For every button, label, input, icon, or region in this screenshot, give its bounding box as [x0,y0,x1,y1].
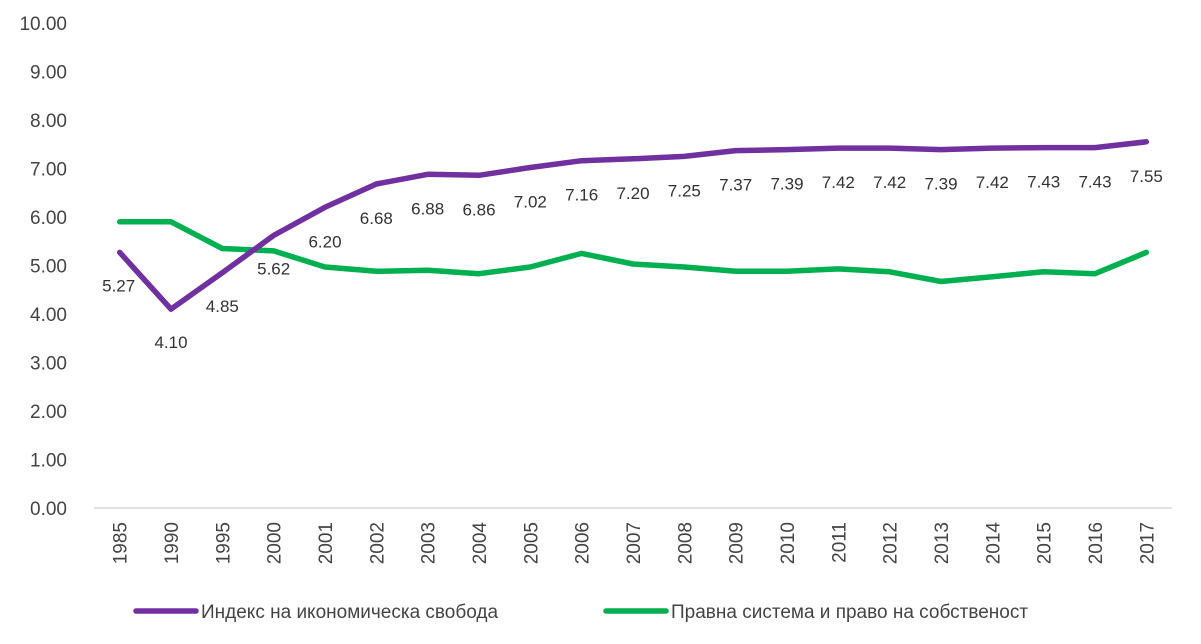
y-tick-label: 0.00 [30,499,67,520]
x-tick-label: 2011 [829,522,850,563]
data-label: 4.10 [154,333,187,352]
data-label: 5.62 [257,259,290,278]
y-axis: 0.00 1.00 2.00 3.00 4.00 5.00 6.00 7.00 8.00 9.00… [19,14,67,520]
data-label: 6.20 [308,232,341,251]
y-tick-label: 1.00 [30,451,67,472]
x-tick-label: 2003 [419,522,440,564]
x-tick-label: 2007 [624,522,645,564]
x-tick-label: 2000 [265,522,286,564]
x-tick-label: 1995 [213,522,234,564]
legend: Индекс на икономическа свобода Правна сис… [133,602,1028,623]
x-tick-label: 2013 [932,522,953,564]
x-tick-label: 2015 [1035,522,1056,564]
x-tick-label: 2004 [470,522,491,565]
x-tick-label: 2012 [881,522,902,564]
x-tick-label: 2005 [521,522,542,564]
x-tick-label: 1985 [111,522,132,564]
y-tick-label: 2.00 [30,402,67,423]
x-tick-label: 2017 [1137,522,1158,564]
data-label: 7.42 [976,173,1009,192]
data-label: 7.39 [770,175,803,194]
y-tick-label: 7.00 [30,160,67,181]
data-label: 6.88 [411,199,444,218]
x-tick-label: 2010 [778,522,799,564]
data-label: 4.85 [206,297,239,316]
y-tick-label: 6.00 [30,208,67,229]
data-label: 6.68 [360,209,393,228]
data-label: 7.55 [1130,167,1163,186]
y-tick-label: 5.00 [30,257,67,278]
x-tick-label: 2006 [573,522,594,564]
x-tick-label: 2002 [367,522,388,564]
x-axis: 1985 1990 1995 2000 2001 2002 2003 2004 2005 2006… [94,507,1172,565]
data-label: 7.42 [873,173,906,192]
data-label: 7.16 [565,186,598,205]
series-line-0 [116,139,1150,312]
data-label: 6.86 [462,200,495,219]
data-label: 7.37 [719,176,752,195]
y-tick-label: 9.00 [30,63,67,84]
data-label: 7.39 [924,175,957,194]
data-label: 7.43 [1078,173,1111,192]
data-label: 7.25 [668,181,701,200]
data-label: 7.43 [1027,173,1060,192]
data-label: 7.20 [616,184,649,203]
data-label: 7.02 [514,193,547,212]
data-labels: 5.27 4.10 4.85 5.62 6.20 6.68 6.88 6.86 7.02 7.16… [102,167,1163,352]
legend-label-0: Индекс на икономическа свобода [201,602,498,623]
x-tick-label: 2009 [727,522,748,564]
x-tick-label: 2016 [1086,522,1107,564]
x-tick-label: 1990 [162,522,183,564]
x-tick-label: 2014 [983,522,1004,565]
data-label: 7.42 [822,173,855,192]
x-tick-label: 2008 [675,522,696,564]
x-tick-label: 2001 [316,522,337,564]
y-tick-label: 8.00 [30,111,67,132]
y-tick-label: 10.00 [19,14,67,35]
series-line-1 [116,219,1150,285]
series-lines [116,139,1150,312]
data-label: 5.27 [102,276,135,295]
y-tick-label: 3.00 [30,354,67,375]
y-tick-label: 4.00 [30,305,67,326]
legend-label-1: Правна система и право на собственост [671,602,1028,623]
